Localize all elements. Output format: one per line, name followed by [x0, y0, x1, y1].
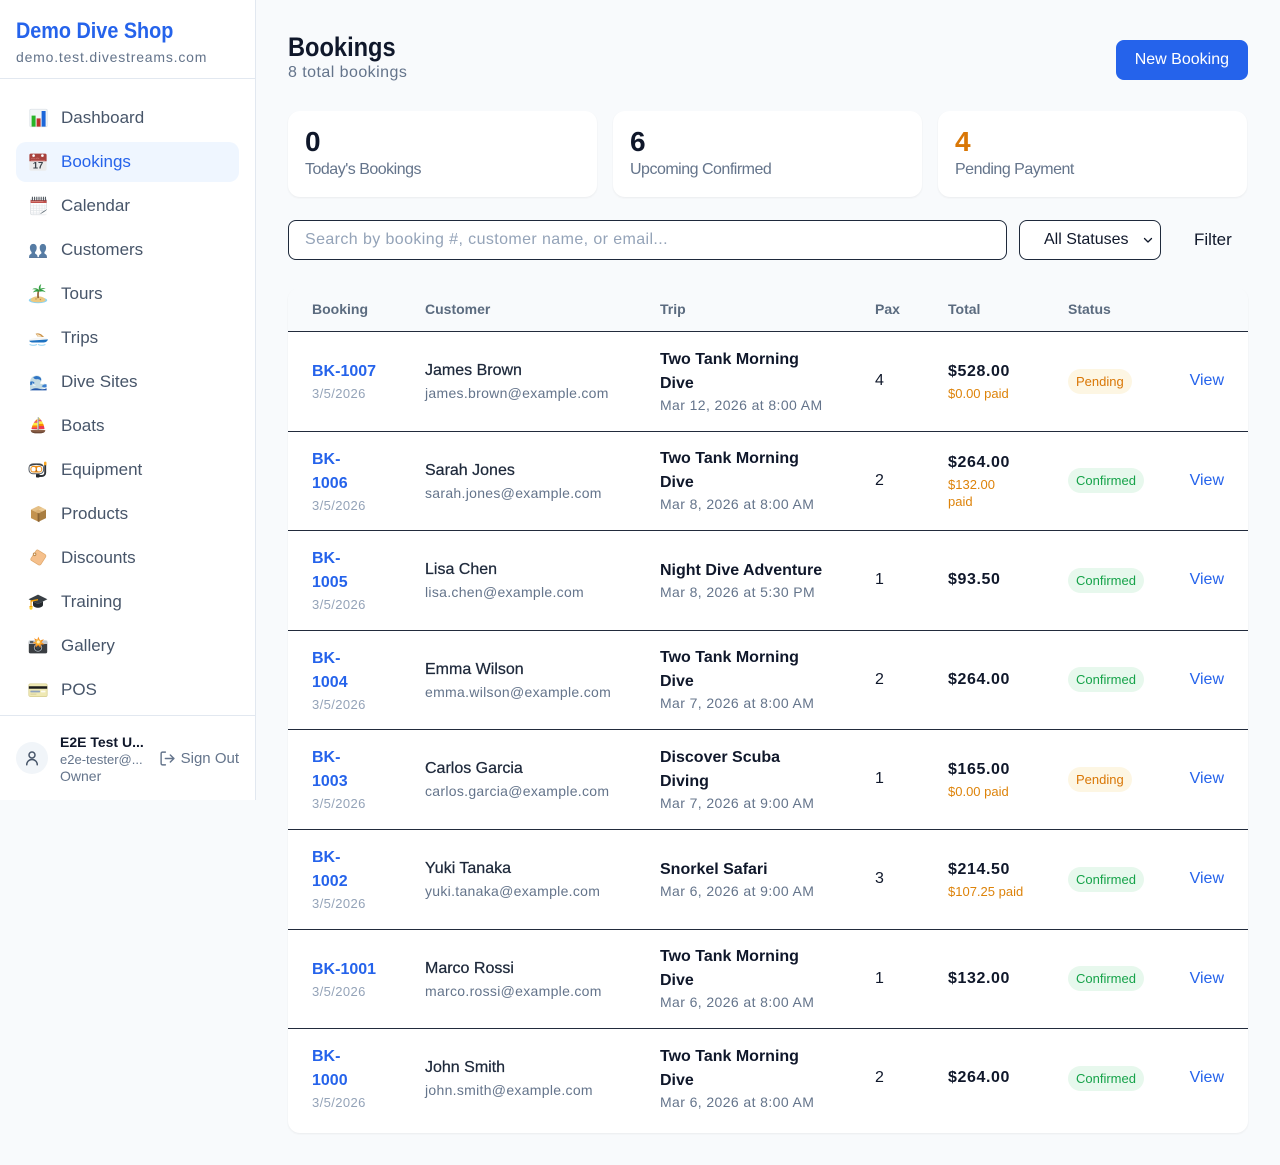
svg-text:17: 17	[33, 161, 44, 172]
